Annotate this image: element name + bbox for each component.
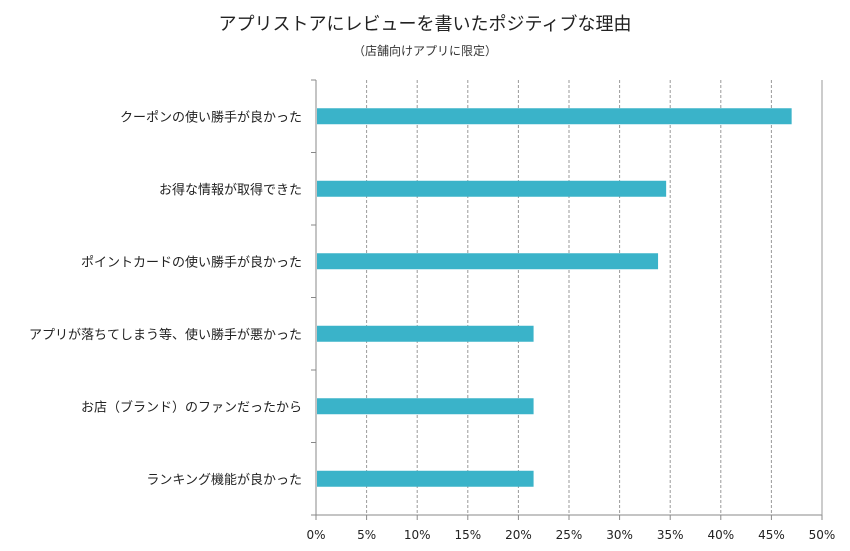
x-tick-label: 45%	[758, 528, 785, 542]
x-tick-label: 50%	[809, 528, 836, 542]
category-label: クーポンの使い勝手が良かった	[120, 109, 302, 125]
bar	[317, 470, 534, 487]
category-label: お得な情報が取得できた	[159, 182, 302, 198]
bar	[317, 108, 792, 125]
x-tick-label: 25%	[556, 528, 583, 542]
x-tick-label: 30%	[606, 528, 633, 542]
bar	[317, 253, 659, 270]
x-tick-label: 20%	[505, 528, 532, 542]
category-label: お店（ブランド）のファンだったから	[81, 399, 302, 415]
x-tick-label: 15%	[454, 528, 481, 542]
chart-subtitle: （店舗向けアプリに限定）	[352, 44, 497, 58]
category-label: ランキング機能が良かった	[146, 472, 302, 488]
bar	[317, 180, 667, 197]
grid-lines	[366, 80, 823, 515]
category-label: アプリが落ちてしまう等、使い勝手が悪かった	[29, 327, 302, 343]
category-label: ポイントカードの使い勝手が良かった	[81, 254, 302, 270]
x-tick-label: 10%	[404, 528, 431, 542]
x-tick-label: 40%	[707, 528, 734, 542]
x-tick-label: 35%	[657, 528, 684, 542]
category-labels: クーポンの使い勝手が良かったお得な情報が取得できたポイントカードの使い勝手が良か…	[29, 109, 302, 488]
x-tick-labels: 0% 5% 10% 15% 20% 25% 30% 35% 40% 45% 50%	[306, 528, 835, 542]
bar	[317, 325, 534, 342]
axes	[311, 79, 823, 520]
chart-title: アプリストアにレビューを書いたポジティブな理由	[218, 14, 632, 35]
bar	[317, 398, 534, 415]
x-tick-label: 5%	[357, 528, 376, 542]
bars	[317, 108, 792, 487]
x-tick-label: 0%	[306, 528, 325, 542]
